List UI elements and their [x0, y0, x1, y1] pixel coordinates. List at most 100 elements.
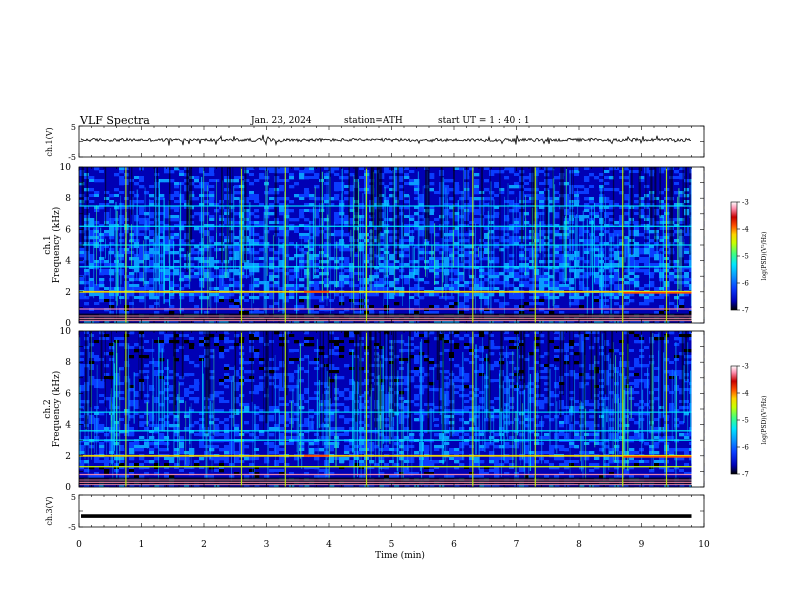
spectrogram-cell: [619, 170, 625, 174]
spectrogram-cell: [594, 173, 600, 177]
spectrogram-cell: [619, 197, 625, 201]
spectrogram-cell: [289, 245, 295, 249]
spectrogram-cell: [494, 254, 500, 258]
spectrogram-cell: [419, 194, 425, 198]
spectrogram-cell: [179, 200, 185, 204]
spectrogram-cell: [99, 212, 105, 216]
spectrogram-cell: [139, 278, 145, 282]
spectrogram-cell: [329, 218, 335, 222]
spectrogram-cell: [614, 311, 620, 315]
spectrogram-cell: [229, 287, 235, 291]
dark-gap: [685, 167, 687, 234]
spectrogram-cell: [384, 337, 390, 341]
spectrogram-cell: [204, 230, 210, 234]
spectrogram-cell: [329, 182, 335, 186]
spectrogram-cell: [209, 239, 215, 243]
spectrogram-cell: [444, 293, 450, 297]
spectrogram-cell: [184, 293, 190, 297]
spectrogram-cell: [494, 287, 500, 291]
spectrogram-cell: [404, 311, 410, 315]
spectrogram-cell: [164, 275, 170, 279]
spectrogram-cell: [574, 299, 580, 303]
spectrogram-cell: [574, 275, 580, 279]
spectrogram-cell: [429, 227, 435, 231]
spectrogram-cell: [594, 248, 600, 252]
spectrogram-cell: [684, 251, 690, 255]
spectrogram-cell: [559, 266, 565, 270]
spectrogram-cell: [284, 188, 290, 192]
spectrogram-cell: [429, 299, 435, 303]
spectrogram-cell: [554, 248, 560, 252]
spectrogram-cell: [204, 248, 210, 252]
spectrogram-cell: [404, 242, 410, 246]
spectrogram-cell: [234, 209, 240, 213]
spectrogram-cell: [584, 281, 590, 285]
spectrogram-cell: [304, 260, 310, 264]
spectrogram-cell: [174, 236, 180, 240]
spectrogram-cell: [104, 191, 110, 195]
spectrogram-cell: [194, 284, 200, 288]
spectrogram-cell: [294, 209, 300, 213]
spectrogram-cell: [554, 299, 560, 303]
spectrogram-cell: [594, 296, 600, 300]
spectrogram-cell: [124, 275, 130, 279]
spectrogram-cell: [514, 311, 520, 315]
spectrogram-cell: [424, 293, 430, 297]
spectrogram-cell: [384, 275, 390, 279]
spectrogram-cell: [494, 245, 500, 249]
spectrogram-cell: [169, 287, 175, 291]
spectrogram-cell: [504, 200, 510, 204]
spectrogram-cell: [309, 305, 315, 309]
spectrogram-cell: [109, 206, 115, 210]
spectrogram-cell: [659, 269, 665, 273]
spectrogram-cell: [224, 215, 230, 219]
spectrogram-cell: [244, 293, 250, 297]
spectrogram-cell: [604, 293, 610, 297]
spectrogram-cell: [674, 167, 680, 171]
spectrogram-cell: [524, 227, 530, 231]
spectrogram-cell: [454, 203, 460, 207]
spectrogram-cell: [304, 245, 310, 249]
spectrogram-cell: [554, 263, 560, 267]
spectrogram-cell: [549, 230, 555, 234]
spectrogram-cell: [389, 263, 395, 267]
spectrogram-cell: [204, 260, 210, 264]
spectrogram-cell: [524, 173, 530, 177]
spectrogram-cell: [119, 299, 125, 303]
spectrogram-cell: [494, 334, 500, 338]
spectrogram-cell: [429, 263, 435, 267]
spectrogram-cell: [474, 269, 480, 273]
spectrogram-cell: [149, 170, 155, 174]
spectrogram-cell: [89, 236, 95, 240]
spectrogram-cell: [204, 311, 210, 315]
spectrogram-cell: [399, 331, 405, 335]
spectrogram-cell: [299, 170, 305, 174]
spectrogram-cell: [454, 269, 460, 273]
spectrogram-cell: [149, 176, 155, 180]
spectrogram-cell: [554, 337, 560, 341]
spectrogram-cell: [89, 194, 95, 198]
spectrogram-cell: [279, 209, 285, 213]
spectrogram-cell: [159, 293, 165, 297]
spectrogram-cell: [604, 236, 610, 240]
spectrogram-cell: [119, 302, 125, 306]
spectrogram-cell: [104, 218, 110, 222]
spectrogram-cell: [109, 260, 115, 264]
spectrogram-cell: [304, 299, 310, 303]
spectrogram-cell: [324, 179, 330, 183]
spectrogram-cell: [554, 206, 560, 210]
spectrogram-cell: [504, 266, 510, 270]
spectrogram-cell: [129, 287, 135, 291]
spectrogram-cell: [124, 334, 130, 338]
spectrogram-cell: [674, 224, 680, 228]
spectrogram-cell: [349, 173, 355, 177]
spectrogram-cell: [89, 179, 95, 183]
spectrogram-cell: [219, 296, 225, 300]
spectrogram-cell: [224, 221, 230, 225]
spectrogram-cell: [414, 269, 420, 273]
spectrogram-cell: [289, 296, 295, 300]
dark-gap: [188, 167, 191, 253]
spectrogram-cell: [439, 269, 445, 273]
spectrogram-cell: [454, 215, 460, 219]
